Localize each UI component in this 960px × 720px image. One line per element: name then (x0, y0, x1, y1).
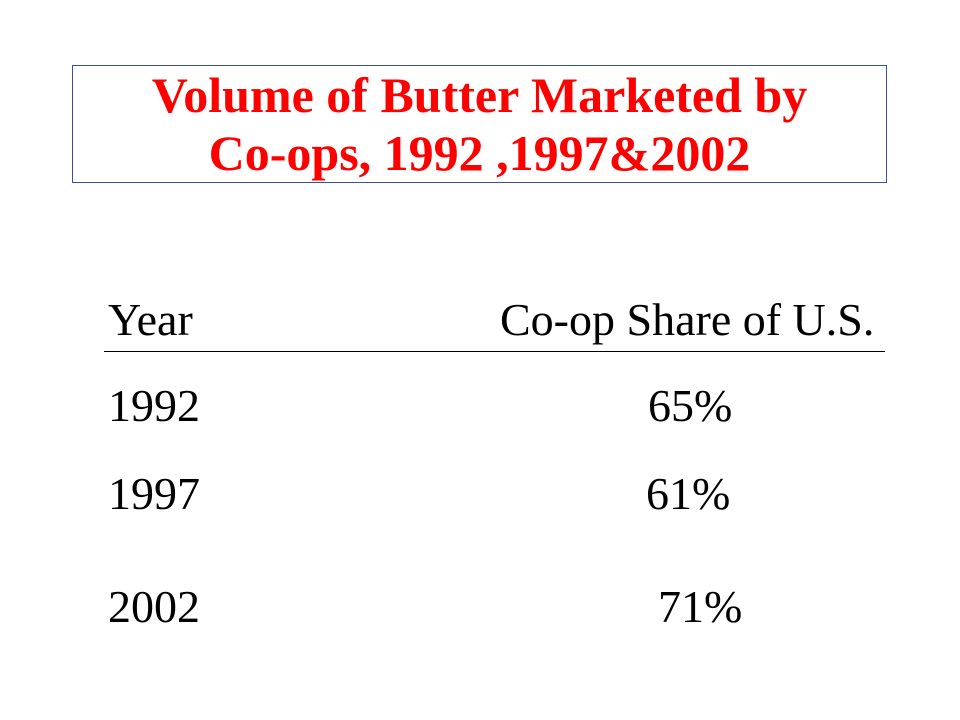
slide-title-box: Volume of Butter Marketed by Co-ops, 199… (72, 65, 887, 183)
row-year-3: 2002 (108, 581, 200, 632)
slide-title-line-1: Volume of Butter Marketed by (151, 67, 808, 123)
row-share-1: 65% (648, 380, 733, 431)
header-coop-share: Co-op Share of U.S. (500, 294, 875, 345)
row-year-1: 1992 (108, 380, 200, 431)
row-share-2: 61% (646, 468, 731, 519)
header-year: Year (108, 294, 193, 345)
slide-title-line-2: Co-ops, 1992 ,1997&2002 (208, 125, 751, 181)
row-year-2: 1997 (108, 468, 200, 519)
row-share-3: 71% (658, 581, 743, 632)
header-divider (104, 351, 885, 352)
